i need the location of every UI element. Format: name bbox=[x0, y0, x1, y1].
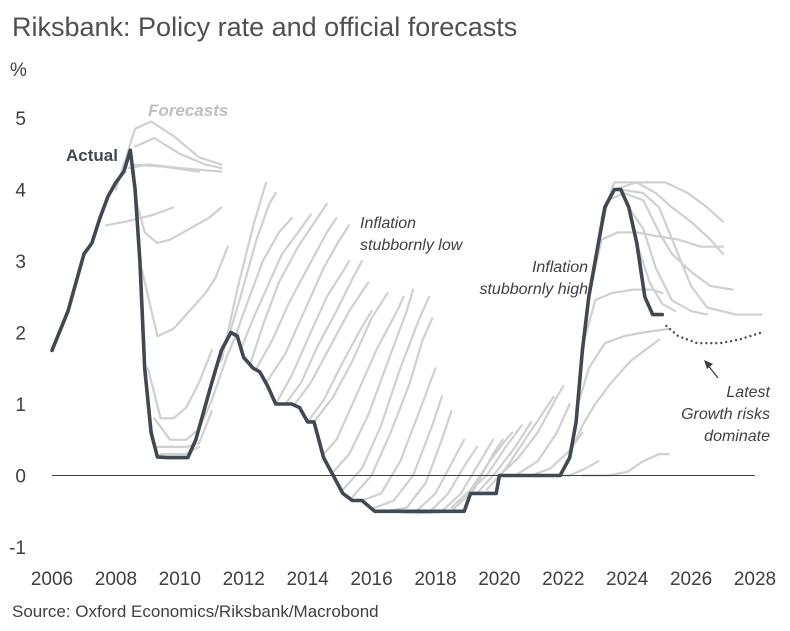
y-axis-unit: % bbox=[10, 60, 27, 81]
forecast-line bbox=[233, 217, 293, 341]
forecast-line bbox=[475, 420, 533, 495]
y-axis-ticks: -1 0 1 2 3 4 5 bbox=[9, 109, 26, 559]
forecast-lines bbox=[105, 120, 763, 515]
forecast-line bbox=[498, 385, 565, 477]
x-tick-label: 2024 bbox=[606, 569, 649, 590]
forecast-line bbox=[284, 259, 364, 406]
forecast-line bbox=[587, 231, 725, 298]
forecast-line bbox=[255, 217, 338, 370]
annotation-inflation-low-line2: stubbornly low bbox=[360, 237, 464, 254]
forecast-line bbox=[360, 367, 437, 502]
forecast-line bbox=[627, 206, 709, 316]
forecast-line bbox=[159, 445, 201, 456]
annotation-inflation-high-line2: stubbornly high bbox=[479, 281, 588, 298]
x-tick-label: 2018 bbox=[414, 569, 456, 590]
annotation-latest-line2: Growth risks bbox=[681, 406, 770, 423]
forecast-line bbox=[619, 188, 763, 316]
series-line-actual bbox=[50, 148, 665, 514]
y-tick-label: 5 bbox=[15, 109, 26, 130]
chart: -1 0 1 2 3 4 5 2006 2008 2010 2012 2014 2016 2018 202… bbox=[9, 60, 776, 590]
y-tick-label: 3 bbox=[15, 252, 26, 273]
forecast-line bbox=[130, 163, 201, 173]
forecast-line bbox=[581, 453, 670, 477]
forecast-line bbox=[140, 245, 229, 338]
forecast-line bbox=[549, 460, 600, 477]
forecast-line bbox=[332, 288, 415, 473]
forecast-line bbox=[265, 224, 351, 384]
x-tick-label: 2012 bbox=[223, 569, 265, 590]
x-tick-label: 2014 bbox=[286, 569, 329, 590]
forecast-line bbox=[249, 202, 328, 366]
forecast-line bbox=[514, 402, 571, 477]
forecast-line bbox=[322, 295, 405, 456]
series-line-latest bbox=[664, 324, 762, 345]
annotation-inflation-low-line1: Inflation bbox=[360, 215, 416, 232]
annotation-actual: Actual bbox=[66, 146, 118, 165]
forecast-line bbox=[134, 136, 223, 170]
annotation-inflation-high-line1: Inflation bbox=[532, 259, 588, 276]
chart-source: Source: Oxford Economics/Riksbank/Macrob… bbox=[12, 602, 379, 621]
y-tick-label: 2 bbox=[15, 324, 26, 345]
x-axis-ticks: 2006 2008 2010 2012 2014 2016 2018 2020 2022 2024… bbox=[31, 569, 776, 590]
forecast-line bbox=[306, 310, 373, 423]
forecast-line bbox=[146, 349, 213, 420]
annotation-latest-line1: Latest bbox=[726, 384, 770, 401]
forecast-line bbox=[635, 242, 677, 313]
latest-arrow bbox=[704, 360, 719, 379]
annotation-forecasts: Forecasts bbox=[148, 101, 228, 120]
forecast-line bbox=[383, 410, 453, 513]
forecast-line bbox=[312, 292, 389, 423]
x-tick-label: 2008 bbox=[95, 569, 137, 590]
forecast-line bbox=[274, 259, 351, 406]
forecast-line bbox=[600, 181, 725, 255]
forecast-line bbox=[351, 317, 434, 498]
x-tick-label: 2028 bbox=[734, 569, 776, 590]
forecast-line bbox=[226, 192, 277, 341]
forecast-line bbox=[220, 181, 268, 363]
forecast-line bbox=[134, 195, 223, 245]
forecast-line bbox=[450, 431, 514, 509]
x-tick-label: 2026 bbox=[670, 569, 712, 590]
y-tick-label: 0 bbox=[15, 467, 26, 488]
forecast-line bbox=[466, 424, 523, 495]
y-tick-label: 4 bbox=[15, 181, 26, 202]
forecast-line bbox=[613, 181, 725, 223]
y-tick-label: -1 bbox=[9, 538, 26, 559]
forecast-line bbox=[575, 327, 670, 413]
chart-title: Riksbank: Policy rate and official forec… bbox=[12, 12, 518, 42]
x-tick-label: 2006 bbox=[31, 569, 73, 590]
x-tick-label: 2022 bbox=[542, 569, 584, 590]
y-tick-label: 1 bbox=[15, 395, 26, 416]
series-lines bbox=[50, 148, 762, 514]
annotation-latest-line3: dominate bbox=[704, 428, 770, 445]
forecast-line bbox=[594, 192, 734, 291]
forecast-line bbox=[293, 281, 370, 406]
x-tick-label: 2020 bbox=[478, 569, 520, 590]
forecast-line bbox=[581, 288, 664, 348]
x-tick-label: 2010 bbox=[159, 569, 201, 590]
x-tick-label: 2016 bbox=[350, 569, 392, 590]
forecast-line bbox=[239, 213, 312, 352]
forecast-line bbox=[341, 295, 431, 491]
forecast-line bbox=[568, 338, 661, 456]
forecast-line bbox=[114, 120, 223, 191]
